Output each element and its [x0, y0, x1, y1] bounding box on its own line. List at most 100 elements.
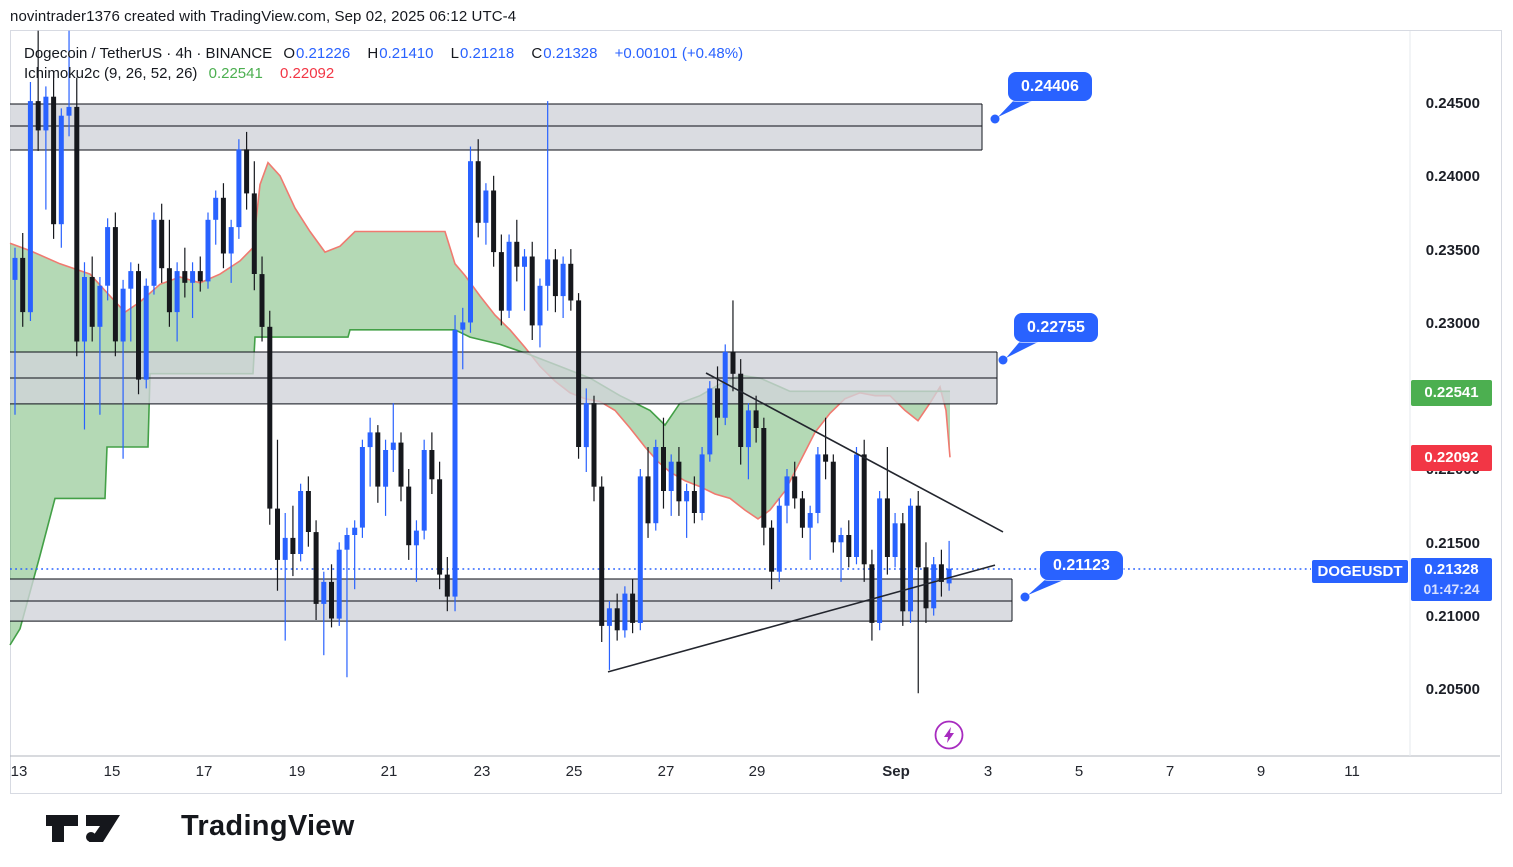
candle: [576, 293, 582, 459]
candle: [761, 417, 767, 546]
candle: [336, 542, 342, 626]
candle: [267, 310, 273, 525]
candle: [413, 520, 419, 582]
candle: [58, 108, 64, 248]
tradingview-logo-text[interactable]: TradingView: [181, 810, 355, 842]
time-axis-label: 13: [10, 763, 28, 780]
time-axis-label: 7: [1165, 763, 1175, 780]
candle: [143, 278, 149, 389]
candle: [529, 241, 535, 340]
candle: [614, 593, 620, 641]
chart-panel-frame: [10, 30, 1502, 794]
time-axis-label: 15: [103, 763, 121, 780]
candle: [66, 30, 72, 137]
candle: [244, 131, 250, 210]
span-b-price-badge: 0.22541: [1411, 380, 1492, 406]
resistance-callout-label: 0.24406: [1008, 72, 1092, 101]
candle: [190, 262, 196, 318]
candle: [823, 417, 829, 480]
symbol-price-label: DOGEUSDT: [1312, 560, 1408, 583]
candle: [275, 439, 280, 591]
candle: [251, 161, 257, 291]
candle: [437, 461, 443, 590]
candle: [830, 454, 836, 553]
candle: [398, 432, 404, 502]
candle: [799, 491, 805, 538]
candle: [699, 447, 705, 521]
candle: [97, 277, 103, 415]
candle: [313, 520, 319, 620]
candle: [792, 461, 798, 509]
price-tick-label: 0.21500: [1425, 535, 1480, 552]
candle: [452, 315, 458, 612]
price-tick-label: 0.24500: [1425, 95, 1480, 112]
time-axis-label: Sep: [882, 763, 910, 780]
candle: [259, 256, 265, 342]
candle: [807, 505, 813, 560]
candle: [591, 395, 597, 502]
candle: [869, 549, 875, 641]
candle: [560, 256, 566, 318]
candle: [661, 417, 666, 509]
time-axis-label: 23: [473, 763, 491, 780]
candle: [938, 549, 944, 597]
candle: [645, 447, 651, 538]
candle: [861, 439, 867, 582]
candle: [290, 505, 296, 577]
candle: [159, 203, 165, 283]
candle: [74, 77, 80, 357]
candle: [220, 183, 226, 269]
candle: [715, 366, 720, 436]
time-axis-label: 25: [565, 763, 583, 780]
candle: [668, 454, 674, 516]
candle: [514, 219, 520, 282]
time-axis-label: 5: [1074, 763, 1084, 780]
candle: [622, 586, 628, 638]
candle-countdown: 01:47:24: [1423, 581, 1480, 597]
tradingview-logo-icon[interactable]: [44, 810, 164, 850]
time-axis-label: 11: [1344, 763, 1360, 780]
candle: [838, 527, 844, 582]
candle: [182, 247, 188, 298]
indicator-span-b-value: 0.22541: [208, 65, 263, 82]
callout-anchor-dot: [1020, 592, 1030, 602]
price-tick-label: 0.23500: [1425, 242, 1480, 259]
candle: [367, 417, 373, 487]
candle: [12, 247, 18, 415]
candle: [151, 212, 157, 295]
candle: [27, 82, 33, 321]
candle: [568, 249, 574, 311]
candle: [815, 447, 821, 524]
lightning-bolt-glyph: [944, 727, 954, 743]
price-tick-label: 0.20500: [1425, 681, 1480, 698]
candle: [877, 491, 883, 631]
candle: [120, 279, 126, 459]
ohlc-high-value: 0.21410: [379, 45, 434, 62]
price-tick-label: 0.24000: [1425, 168, 1480, 185]
candle: [892, 513, 898, 568]
candle: [136, 263, 141, 395]
ohlc-close-value: 0.21328: [543, 45, 598, 62]
price-zone-1: [10, 104, 982, 150]
candle: [205, 212, 211, 289]
candle: [359, 439, 365, 538]
candle: [213, 190, 219, 245]
price-zone-3: [10, 579, 1012, 622]
candle: [491, 175, 497, 267]
candle: [421, 439, 427, 540]
candle: [707, 381, 713, 462]
candle: [444, 557, 450, 612]
chart-legend-indicator-row: Ichimoku2c (9, 26, 52, 26) 0.22541 0.220…: [24, 65, 341, 82]
candle: [20, 233, 26, 327]
callout-tail: [1006, 339, 1040, 358]
callout-tail: [1028, 577, 1066, 595]
price-tick-label: 0.23000: [1425, 315, 1480, 332]
candle: [390, 403, 396, 472]
candle: [722, 344, 728, 426]
candle: [89, 256, 95, 342]
candle: [105, 218, 111, 301]
candle: [51, 71, 57, 239]
candle: [406, 469, 412, 560]
